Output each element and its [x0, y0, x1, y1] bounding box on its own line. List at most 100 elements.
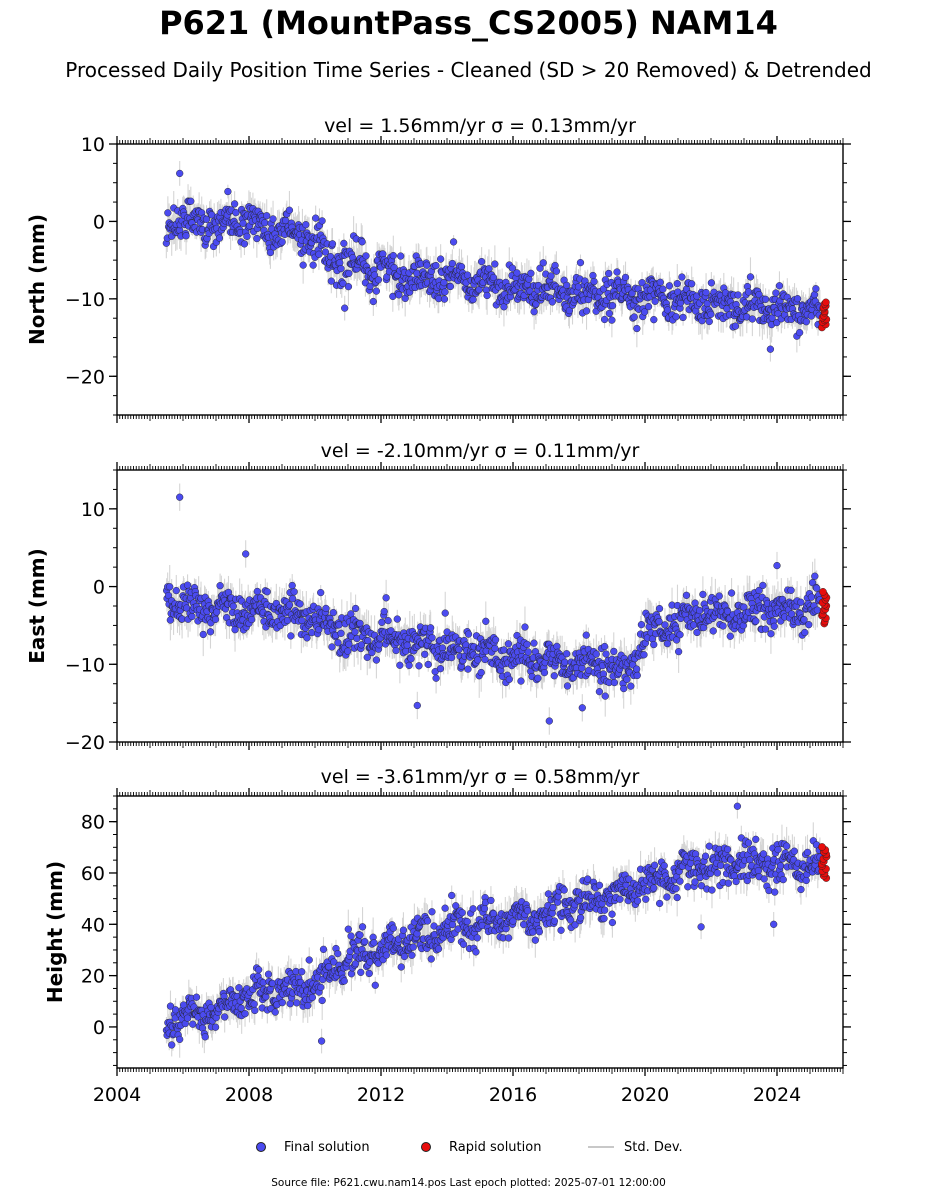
final-solution-point	[663, 306, 672, 314]
final-solution-point	[600, 315, 609, 324]
final-solution-point	[423, 261, 431, 269]
final-solution-point	[437, 255, 445, 263]
final-solution-point	[590, 277, 598, 286]
final-solution-point	[582, 307, 591, 315]
final-solution-point	[253, 587, 261, 596]
final-solution-point	[455, 645, 463, 654]
final-solution-point	[540, 669, 549, 677]
final-solution-point	[474, 656, 482, 664]
final-solution-point	[651, 297, 659, 305]
final-solution-point	[464, 630, 473, 638]
final-solution-point	[715, 592, 723, 600]
final-solution-point	[539, 259, 547, 267]
final-solution-point	[691, 599, 699, 607]
final-solution-point	[345, 640, 353, 648]
final-solution-point	[469, 295, 477, 304]
final-solution-point	[303, 634, 311, 642]
final-solution-point	[608, 302, 617, 310]
final-solution-point	[530, 308, 538, 316]
final-solution-point	[517, 677, 525, 685]
final-solution-point	[678, 273, 686, 281]
final-solution-point	[672, 313, 680, 321]
final-solution-point	[610, 678, 619, 687]
final-solution-point	[796, 328, 804, 337]
final-solution-point	[206, 628, 215, 636]
final-solution-point	[405, 661, 413, 669]
final-solution-point	[481, 655, 489, 664]
final-solution-point	[699, 590, 707, 599]
final-solution-point	[176, 169, 184, 178]
final-solution-point	[302, 221, 310, 229]
final-solution-point	[545, 717, 553, 725]
final-solution-point	[446, 282, 455, 291]
final-solution-point	[380, 607, 388, 616]
final-solution-point	[345, 269, 353, 278]
final-solution-point	[176, 493, 184, 501]
final-solution-point	[187, 197, 195, 205]
final-solution-point	[448, 259, 456, 268]
final-solution-point	[362, 252, 370, 260]
final-solution-point	[682, 591, 691, 599]
final-solution-point	[392, 646, 400, 655]
final-solution-point	[637, 621, 646, 629]
final-solution-point	[449, 238, 458, 246]
final-solution-point	[363, 653, 371, 661]
final-solution-point	[650, 316, 658, 324]
final-solution-point	[576, 259, 585, 267]
final-solution-point	[285, 601, 294, 609]
y-tick-label: −10	[65, 289, 105, 311]
final-solution-point	[269, 215, 277, 223]
y-axis-north	[109, 143, 851, 416]
final-solution-point	[337, 265, 345, 273]
final-solution-point	[724, 607, 732, 616]
final-solution-point	[505, 675, 513, 683]
final-solution-point	[344, 283, 353, 291]
final-solution-point	[693, 628, 701, 637]
final-solution-point	[318, 217, 326, 225]
final-solution-point	[513, 269, 521, 277]
final-solution-point	[752, 617, 760, 625]
final-solution-point	[775, 282, 784, 290]
final-solution-point	[335, 621, 343, 629]
final-solution-point	[172, 586, 180, 595]
final-solution-point	[382, 594, 390, 602]
final-solution-point	[761, 295, 770, 303]
y-axis-label-north: North (mm)	[25, 214, 49, 345]
final-solution-point	[415, 662, 423, 670]
final-solution-point	[242, 550, 250, 558]
final-solution-point	[463, 271, 472, 279]
final-solution-point	[565, 306, 574, 315]
final-solution-point	[788, 610, 796, 618]
final-solution-point	[705, 317, 713, 326]
final-solution-point	[336, 259, 344, 267]
final-solution-point	[329, 608, 337, 617]
final-solution-point	[707, 279, 716, 287]
final-solution-points-east	[163, 493, 824, 725]
final-solution-point	[334, 639, 342, 647]
final-solution-point	[805, 621, 813, 629]
final-solution-point	[797, 598, 805, 606]
final-solution-point	[521, 623, 529, 631]
y-tick-label: 10	[81, 499, 105, 521]
final-solution-point	[676, 631, 684, 639]
rapid-solution-points-east	[818, 588, 831, 628]
final-solution-point	[440, 279, 448, 287]
final-solution-point	[605, 309, 614, 318]
final-solution-point	[726, 632, 734, 640]
final-solution-point	[605, 269, 613, 278]
final-solution-point	[309, 261, 317, 269]
final-solution-point	[378, 618, 386, 626]
final-solution-point	[240, 240, 249, 248]
final-solution-point	[432, 674, 440, 682]
final-solution-point	[322, 604, 330, 613]
final-solution-point	[337, 629, 345, 637]
final-solution-point	[432, 261, 440, 270]
final-solution-point	[578, 664, 586, 672]
final-solution-point	[372, 287, 381, 295]
final-solution-point	[290, 588, 298, 596]
final-solution-point	[364, 636, 372, 645]
final-solution-point	[464, 665, 472, 673]
final-solution-point	[328, 240, 337, 248]
final-solution-point	[592, 650, 600, 658]
final-solution-point	[372, 656, 381, 664]
